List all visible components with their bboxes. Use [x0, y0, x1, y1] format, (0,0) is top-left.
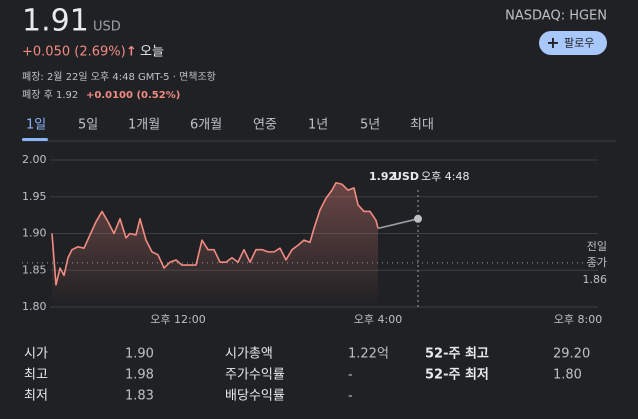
stat-label: 52-주 최저	[425, 368, 489, 383]
tab[interactable]: 1개월	[128, 118, 160, 133]
tooltip-currency: USD	[393, 170, 419, 183]
follow-button-bg[interactable]	[539, 31, 607, 55]
tab[interactable]: 6개월	[190, 118, 222, 133]
tab[interactable]: 5년	[360, 118, 380, 133]
follow-button[interactable]: + 팔로우	[539, 31, 607, 55]
tooltip-time: 오후 4:48	[421, 170, 469, 183]
stat-label: 주가수익률	[225, 368, 285, 383]
stat-value: 1.98	[125, 368, 154, 383]
stat-value: 29.20	[553, 347, 590, 362]
tab[interactable]: 최대	[410, 118, 434, 133]
y-tick-label: 1.80	[22, 300, 47, 313]
stat-label: 시가총액	[225, 347, 273, 362]
stat-value: -	[348, 389, 353, 404]
price-line	[51, 181, 379, 286]
y-tick-label: 1.90	[22, 227, 47, 240]
y-tick-label: 1.95	[22, 190, 47, 203]
exchange: NASDAQ: HGEN	[505, 9, 607, 24]
change-period: 오늘	[140, 45, 164, 60]
x-tick-label: 오후 4:00	[354, 313, 402, 326]
tab[interactable]: 연중	[253, 118, 277, 133]
previous-close-value: 1.86	[583, 273, 608, 286]
stat-value: 1.22억	[348, 347, 389, 362]
previous-close-label: 종가	[587, 256, 607, 269]
stat-label: 시가	[24, 347, 48, 362]
previous-close-label: 전일	[587, 239, 607, 253]
stat-value: -	[348, 368, 353, 383]
price: 1.91	[22, 4, 89, 39]
change: +0.050 (2.69%)	[22, 45, 126, 60]
stat-label: 최저	[24, 389, 48, 404]
stat-value: 1.80	[553, 368, 582, 383]
tab[interactable]: 1년	[308, 118, 328, 133]
x-tick-label: 오후 12:00	[150, 313, 205, 326]
tab-underline	[22, 138, 48, 141]
stat-value: 1.90	[125, 347, 154, 362]
tab[interactable]: 5일	[78, 118, 98, 133]
plus-icon[interactable]: +	[546, 33, 559, 52]
stat-label: 52-주 최고	[425, 347, 489, 362]
y-tick-label: 2.00	[22, 153, 47, 166]
stat-value: 1.83	[125, 389, 154, 404]
stat-label: 최고	[24, 368, 48, 383]
area-fill	[52, 182, 378, 307]
after-hours-change: +0.0100 (0.52%)	[86, 90, 180, 101]
tooltip-dot	[414, 214, 422, 223]
currency: USD	[93, 20, 121, 35]
price-line	[377, 218, 419, 230]
closed-note: 폐장: 2월 22일 오후 4:48 GMT-5 · 면책조항	[22, 71, 216, 83]
y-tick-label: 1.85	[22, 263, 47, 276]
tab[interactable]: 1일	[26, 118, 46, 133]
up-arrow: ↑	[126, 45, 137, 60]
tooltip-price: 1.92	[369, 170, 396, 183]
stat-label: 배당수익률	[225, 389, 285, 404]
follow-label[interactable]: 팔로우	[564, 37, 594, 50]
after-hours-label: 폐장 후 1.92	[22, 89, 78, 101]
x-tick-label: 오후 8:00	[554, 313, 602, 326]
